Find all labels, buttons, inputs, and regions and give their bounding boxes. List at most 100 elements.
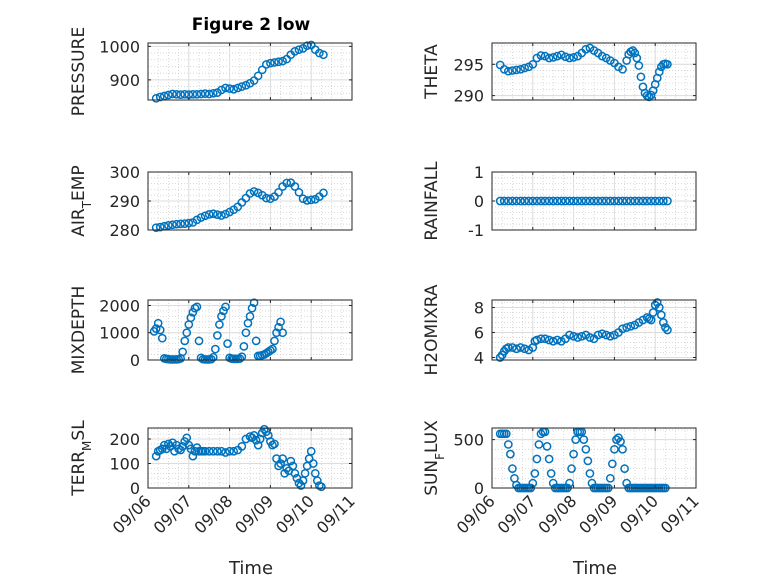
data-point [661,323,670,332]
x-tick-label: 09/07 [150,491,196,537]
data-point [536,429,546,439]
data-point [253,71,263,81]
data-point [312,476,322,486]
data-point [552,51,562,61]
data-point [194,336,204,346]
data-point [172,219,181,229]
x-tick-label: 09/10 [272,491,318,537]
data-point [567,464,576,473]
data-point [610,196,619,206]
data-point [516,64,525,74]
data-point [508,464,517,473]
data-point [532,196,542,206]
data-point [501,429,511,439]
data-point [654,303,664,312]
data-point [278,454,287,463]
data-point [548,336,558,346]
data-point [272,328,281,338]
data-point [206,354,216,364]
data-point [239,342,249,351]
data-point [573,333,583,342]
y-tick-label: 1 [474,163,484,182]
data-point [210,344,220,354]
data-point [178,442,188,451]
data-point [233,83,243,93]
data-point [208,446,218,456]
data-point [544,454,554,464]
data-point [213,446,222,456]
data-point [241,328,251,338]
data-point [208,352,218,362]
data-point [200,211,210,221]
data-point [317,482,326,492]
data-point [196,89,206,99]
data-point [605,331,615,341]
data-point [530,469,540,478]
x-tick-label: 09/07 [494,491,540,537]
x-tick-label: 09/06 [109,491,155,537]
data-point [503,196,513,206]
data-point [151,93,161,103]
data-point [286,456,296,466]
data-point [540,334,550,344]
data-point [495,196,505,206]
data-point [164,221,173,230]
data-point [569,196,578,206]
data-point [650,196,660,206]
y-tick-label: 0 [474,192,484,211]
data-point [630,48,640,58]
data-point [290,468,300,478]
data-point [544,335,554,345]
data-point [180,89,190,99]
subplot-5: 0 1000 2000 MIXDEPTH [69,286,353,374]
axes-box [491,299,697,361]
data-point [192,89,202,99]
data-point [605,196,615,206]
data-point [306,195,316,205]
axes-box [491,427,697,489]
data-point [634,61,644,70]
y-tick-label: 6 [474,324,484,343]
data-point [274,461,283,471]
data-point [290,47,300,56]
data-point [319,50,328,60]
x-tick-label: 09/08 [534,491,580,537]
data-point [548,53,558,62]
data-point [536,196,546,206]
data-point [217,312,226,321]
axes-box [147,427,353,489]
data-point [528,59,538,69]
y-axis-label-rest: SL [69,420,89,441]
data-point [164,439,173,449]
y-tick-label: 1000 [99,324,140,343]
data-point [659,196,668,206]
y-tick-label: 8 [474,299,484,318]
data-point [188,307,198,317]
data-point [302,196,312,205]
y-axis-label: TERRMSL [69,420,94,497]
data-point [508,66,517,75]
data-point [200,446,210,456]
data-point [565,478,574,488]
x-tick-label: 09/11 [313,491,359,537]
data-point [569,449,578,459]
data-point [583,456,593,466]
data-point [618,324,627,334]
data-point [579,435,589,444]
data-point [652,298,662,307]
data-point [503,440,513,449]
data-point [172,89,181,99]
data-point [589,196,599,206]
data-point [298,194,308,204]
data-point [561,52,570,62]
y-tick-label: 295 [453,55,484,74]
data-point [618,196,627,206]
data-point [188,89,198,99]
data-point [585,469,595,478]
data-point [512,196,521,206]
y-axis-label: RAINFALL [422,161,442,241]
data-point [524,196,534,206]
